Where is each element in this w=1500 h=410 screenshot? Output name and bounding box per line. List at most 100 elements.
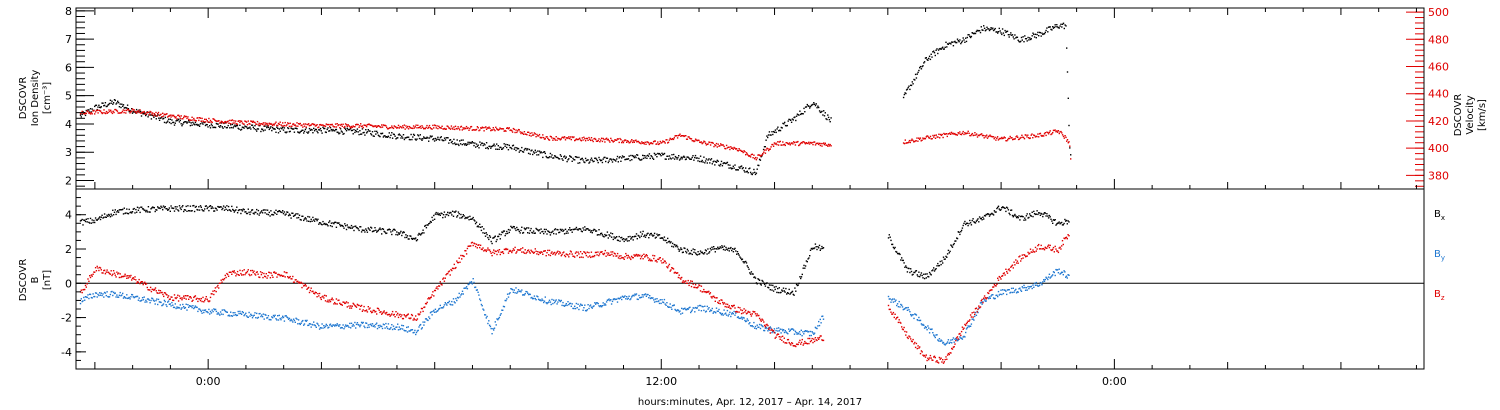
data-point <box>809 249 812 251</box>
data-point <box>419 134 421 136</box>
data-point <box>824 112 826 114</box>
data-point <box>1028 39 1030 41</box>
data-point <box>692 248 694 250</box>
data-point <box>993 138 995 140</box>
data-point <box>774 143 776 145</box>
data-point <box>459 217 461 219</box>
data-point <box>414 138 416 140</box>
data-point <box>512 144 515 146</box>
data-point <box>379 135 381 138</box>
data-point <box>528 148 531 151</box>
data-point <box>635 293 638 295</box>
data-point <box>671 138 673 141</box>
data-point <box>1016 291 1019 293</box>
data-point <box>943 48 945 50</box>
data-point <box>384 124 386 127</box>
data-point <box>180 297 182 299</box>
data-point <box>355 123 358 126</box>
data-point <box>513 148 515 150</box>
data-point <box>692 140 694 142</box>
data-point <box>316 296 318 298</box>
data-point <box>951 245 953 247</box>
data-point <box>911 81 913 83</box>
data-point <box>312 324 314 326</box>
data-point <box>805 106 808 108</box>
data-point <box>399 313 401 316</box>
data-point <box>681 312 684 314</box>
data-point <box>589 159 592 161</box>
data-point <box>183 306 185 308</box>
data-point <box>576 156 578 159</box>
data-point <box>699 304 702 307</box>
data-point <box>349 126 351 128</box>
data-point <box>621 157 623 159</box>
data-point <box>475 146 477 148</box>
data-point <box>477 144 479 146</box>
data-point <box>613 159 615 161</box>
data-point <box>318 126 320 128</box>
data-point <box>87 294 89 296</box>
data-point <box>232 122 234 124</box>
data-point <box>235 209 237 211</box>
data-point <box>386 327 389 330</box>
data-point <box>658 234 661 236</box>
data-point <box>147 111 150 113</box>
data-point <box>957 339 959 341</box>
data-point <box>492 237 494 239</box>
data-point <box>456 128 458 130</box>
data-point <box>424 127 426 130</box>
data-point <box>730 315 732 318</box>
data-point <box>644 293 647 295</box>
data-point <box>730 168 733 170</box>
data-point <box>278 210 280 212</box>
data-point <box>253 314 255 316</box>
data-point <box>364 134 366 136</box>
data-point <box>251 317 254 319</box>
data-point <box>919 274 922 276</box>
data-point <box>550 231 552 234</box>
data-point <box>571 160 573 162</box>
data-point <box>783 123 785 125</box>
data-point <box>565 232 567 234</box>
data-point <box>720 143 722 145</box>
data-point <box>998 294 1000 296</box>
data-point <box>417 329 419 332</box>
data-point <box>453 126 455 128</box>
data-point <box>219 282 221 284</box>
data-point <box>250 274 253 276</box>
data-point <box>750 153 753 156</box>
data-point <box>213 290 216 292</box>
data-point <box>592 305 594 308</box>
data-point <box>352 323 354 326</box>
data-point <box>590 137 593 139</box>
data-point <box>274 212 276 214</box>
data-point <box>104 112 107 115</box>
data-point <box>798 114 800 116</box>
data-point <box>625 158 627 161</box>
data-point <box>679 158 682 160</box>
data-point <box>673 137 675 139</box>
data-point <box>937 339 939 341</box>
data-point <box>996 31 998 33</box>
data-point <box>144 281 146 283</box>
data-point <box>239 209 241 211</box>
data-point <box>995 31 997 33</box>
data-point <box>781 290 784 292</box>
data-point <box>337 324 339 326</box>
data-point <box>891 243 894 246</box>
data-point <box>187 205 189 207</box>
data-point <box>341 224 343 227</box>
data-point <box>195 306 197 308</box>
data-point <box>301 124 303 126</box>
data-point <box>397 323 399 325</box>
data-point <box>1000 289 1002 291</box>
data-point <box>665 139 667 141</box>
data-point <box>224 122 227 124</box>
data-point <box>131 294 134 296</box>
data-point <box>558 158 560 160</box>
data-point <box>512 225 515 228</box>
data-point <box>921 65 923 68</box>
data-point <box>627 236 629 238</box>
data-point <box>101 294 103 297</box>
